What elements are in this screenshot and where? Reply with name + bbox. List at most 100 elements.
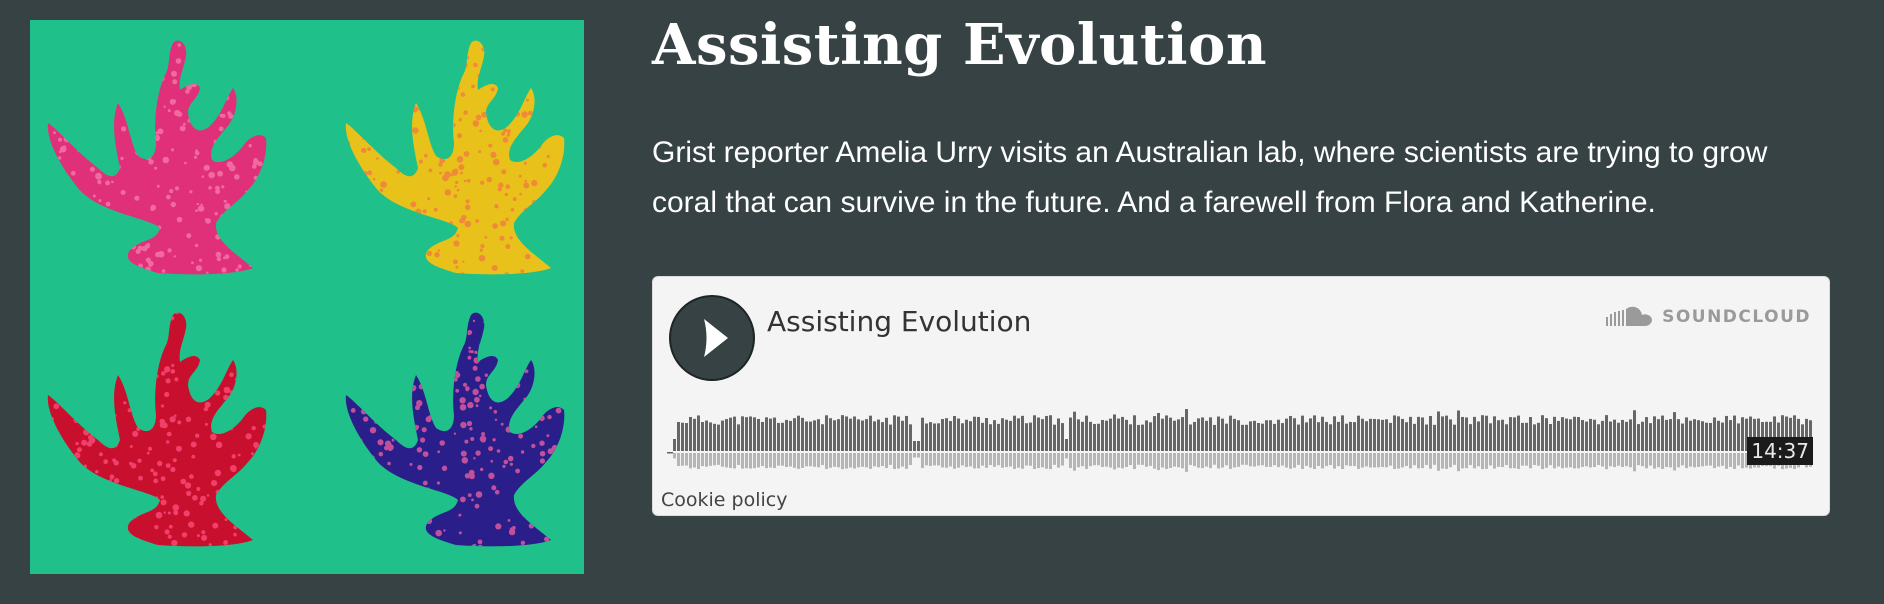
waveform-bar <box>1597 424 1600 451</box>
waveform-bar <box>789 420 792 451</box>
waveform-reflection-bar <box>1589 453 1592 468</box>
waveform-reflection-bar <box>1097 453 1100 466</box>
waveform-bar <box>1737 423 1740 451</box>
waveform[interactable] <box>667 405 1813 485</box>
waveform-reflection-bar <box>1593 453 1596 468</box>
waveform-bar <box>1233 418 1236 451</box>
waveform-bar <box>681 422 684 451</box>
coral-illustration <box>47 40 267 275</box>
waveform-reflection-bar <box>689 453 692 469</box>
waveform-reflection-bar <box>1145 453 1148 467</box>
waveform-reflection-bar <box>1469 453 1472 466</box>
waveform-reflection-bar <box>1117 453 1120 468</box>
waveform-bar <box>1029 422 1032 451</box>
waveform-bar <box>1225 423 1228 451</box>
waveform-bar <box>757 418 760 451</box>
waveform-bar <box>717 424 720 451</box>
soundcloud-logo[interactable]: SOUNDCLOUD <box>1606 305 1811 329</box>
waveform-reflection-bar <box>853 453 856 469</box>
waveform-reflection-bar <box>1465 453 1468 469</box>
waveform-bar <box>1049 415 1052 451</box>
waveform-bar <box>1425 424 1428 451</box>
waveform-bar <box>1529 417 1532 451</box>
waveform-reflection-bar <box>1277 453 1280 468</box>
waveform-bar <box>1321 416 1324 451</box>
waveform-reflection-bar <box>1405 453 1408 466</box>
cookie-policy-link[interactable]: Cookie policy <box>657 487 792 513</box>
waveform-bar <box>1269 420 1272 451</box>
waveform-reflection-bar <box>1213 453 1216 465</box>
waveform-reflection-bar <box>1529 453 1532 469</box>
waveform-bar <box>1145 420 1148 451</box>
waveform-reflection-bar <box>1553 453 1556 469</box>
waveform-reflection-bar <box>1137 453 1140 465</box>
waveform-reflection-bar <box>1053 453 1056 465</box>
waveform-reflection-bar <box>1373 453 1376 468</box>
waveform-bar <box>1405 422 1408 451</box>
waveform-reflection-bar <box>1525 453 1528 466</box>
waveform-reflection-bar <box>1333 453 1336 469</box>
waveform-reflection-bar <box>1377 453 1380 468</box>
waveform-reflection-bar <box>685 453 688 466</box>
waveform-reflection-bar <box>1269 453 1272 467</box>
waveform-bar <box>745 417 748 451</box>
waveform-reflection-bar <box>785 453 788 467</box>
waveform-reflection-bar <box>1369 453 1372 468</box>
waveform-reflection-bar <box>1717 453 1720 467</box>
waveform-bar <box>1729 420 1732 451</box>
waveform-bar <box>1657 419 1660 451</box>
waveform-reflection-bar <box>777 453 780 466</box>
waveform-bar <box>689 416 692 451</box>
waveform-bar <box>1669 419 1672 451</box>
waveform-reflection-bar <box>1157 453 1160 471</box>
waveform-bar <box>1517 415 1520 451</box>
waveform-bar <box>1561 417 1564 451</box>
waveform-bar <box>1273 423 1276 451</box>
waveform-reflection-bar <box>1569 453 1572 468</box>
waveform-bar <box>989 424 992 451</box>
waveform-reflection-bar <box>861 453 864 467</box>
play-button[interactable] <box>669 295 755 381</box>
waveform-reflection-bar <box>1177 453 1180 468</box>
waveform-bar <box>737 424 740 451</box>
waveform-bar <box>1713 417 1716 451</box>
waveform-reflection-bar <box>893 453 896 470</box>
waveform-reflection-bar <box>793 453 796 468</box>
waveform-bar <box>977 416 980 451</box>
waveform-bar <box>877 419 880 451</box>
waveform-bar <box>1469 424 1472 451</box>
waveform-bar <box>1573 416 1576 451</box>
waveform-bar <box>1061 423 1064 451</box>
waveform-reflection-bar <box>1485 453 1488 469</box>
waveform-bar <box>1613 419 1616 451</box>
waveform-reflection-bar <box>1481 453 1484 470</box>
track-title[interactable]: Assisting Evolution <box>767 305 1032 338</box>
waveform-bar <box>1277 419 1280 451</box>
waveform-bar <box>1329 424 1332 451</box>
waveform-reflection-bar <box>973 453 976 469</box>
waveform-bar <box>1745 418 1748 451</box>
waveform-bar <box>1681 423 1684 451</box>
waveform-reflection-bar <box>1005 453 1008 468</box>
waveform-reflection-bar <box>1697 453 1700 467</box>
waveform-reflection-bar <box>1309 453 1312 468</box>
waveform-reflection-bar <box>741 453 744 469</box>
waveform-reflection-bar <box>1149 453 1152 466</box>
waveform-bar <box>1365 421 1368 451</box>
waveform-bar <box>861 420 864 451</box>
waveform-reflection-bar <box>1673 453 1676 471</box>
play-icon <box>704 319 728 357</box>
waveform-reflection-bar <box>1709 453 1712 466</box>
waveform-bar <box>865 419 868 451</box>
waveform-reflection-bar <box>905 453 908 469</box>
waveform-bar <box>673 439 676 451</box>
waveform-bar <box>1505 424 1508 451</box>
waveform-bar <box>1293 418 1296 451</box>
waveform-bar <box>969 421 972 451</box>
waveform-bar <box>1473 416 1476 451</box>
waveform-bar <box>1237 420 1240 451</box>
waveform-bar <box>1041 419 1044 451</box>
waveform-reflection-bar <box>1693 453 1696 468</box>
waveform-bar <box>1205 420 1208 451</box>
waveform-bar <box>1085 415 1088 451</box>
